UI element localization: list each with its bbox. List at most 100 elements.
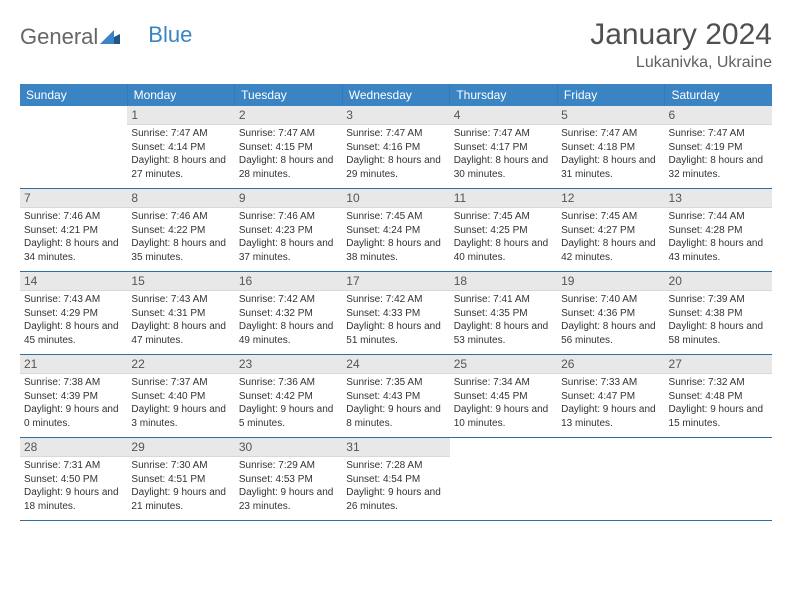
daylight-text: Daylight: 8 hours and 34 minutes. — [24, 237, 123, 264]
day-cell — [665, 438, 772, 520]
weekday-header-cell: Wednesday — [343, 84, 451, 106]
day-cell: 7Sunrise: 7:46 AMSunset: 4:21 PMDaylight… — [20, 189, 127, 271]
day-number: 24 — [342, 355, 449, 374]
daylight-text: Daylight: 8 hours and 42 minutes. — [561, 237, 660, 264]
day-number-empty — [665, 438, 772, 456]
day-number: 10 — [342, 189, 449, 208]
day-body: Sunrise: 7:45 AMSunset: 4:27 PMDaylight:… — [557, 208, 664, 268]
sunrise-text: Sunrise: 7:43 AM — [131, 293, 230, 307]
day-number: 12 — [557, 189, 664, 208]
day-number: 28 — [20, 438, 127, 457]
day-number: 22 — [127, 355, 234, 374]
weekday-header-cell: Saturday — [665, 84, 772, 106]
day-cell: 4Sunrise: 7:47 AMSunset: 4:17 PMDaylight… — [450, 106, 557, 188]
weekday-header-cell: Sunday — [20, 84, 128, 106]
day-number: 17 — [342, 272, 449, 291]
day-number-empty — [557, 438, 664, 456]
week-row: 1Sunrise: 7:47 AMSunset: 4:14 PMDaylight… — [20, 106, 772, 189]
daylight-text: Daylight: 9 hours and 26 minutes. — [346, 486, 445, 513]
logo-triangle-icon — [100, 24, 120, 50]
sunrise-text: Sunrise: 7:40 AM — [561, 293, 660, 307]
sunrise-text: Sunrise: 7:34 AM — [454, 376, 553, 390]
day-cell: 30Sunrise: 7:29 AMSunset: 4:53 PMDayligh… — [235, 438, 342, 520]
weeks-container: 1Sunrise: 7:47 AMSunset: 4:14 PMDaylight… — [20, 106, 772, 521]
day-cell: 17Sunrise: 7:42 AMSunset: 4:33 PMDayligh… — [342, 272, 449, 354]
sunset-text: Sunset: 4:35 PM — [454, 307, 553, 321]
day-cell: 28Sunrise: 7:31 AMSunset: 4:50 PMDayligh… — [20, 438, 127, 520]
daylight-text: Daylight: 9 hours and 10 minutes. — [454, 403, 553, 430]
day-number: 29 — [127, 438, 234, 457]
logo: General Blue — [20, 24, 192, 50]
day-cell: 1Sunrise: 7:47 AMSunset: 4:14 PMDaylight… — [127, 106, 234, 188]
day-number: 3 — [342, 106, 449, 125]
title-block: January 2024 Lukanivka, Ukraine — [590, 18, 772, 72]
sunset-text: Sunset: 4:32 PM — [239, 307, 338, 321]
sunrise-text: Sunrise: 7:33 AM — [561, 376, 660, 390]
sunrise-text: Sunrise: 7:36 AM — [239, 376, 338, 390]
sunrise-text: Sunrise: 7:31 AM — [24, 459, 123, 473]
day-cell: 2Sunrise: 7:47 AMSunset: 4:15 PMDaylight… — [235, 106, 342, 188]
sunset-text: Sunset: 4:54 PM — [346, 473, 445, 487]
sunset-text: Sunset: 4:36 PM — [561, 307, 660, 321]
sunset-text: Sunset: 4:40 PM — [131, 390, 230, 404]
day-body: Sunrise: 7:42 AMSunset: 4:33 PMDaylight:… — [342, 291, 449, 351]
day-cell: 9Sunrise: 7:46 AMSunset: 4:23 PMDaylight… — [235, 189, 342, 271]
sunrise-text: Sunrise: 7:38 AM — [24, 376, 123, 390]
sunrise-text: Sunrise: 7:47 AM — [131, 127, 230, 141]
sunset-text: Sunset: 4:18 PM — [561, 141, 660, 155]
sunrise-text: Sunrise: 7:32 AM — [669, 376, 768, 390]
day-body: Sunrise: 7:42 AMSunset: 4:32 PMDaylight:… — [235, 291, 342, 351]
day-number: 30 — [235, 438, 342, 457]
daylight-text: Daylight: 8 hours and 53 minutes. — [454, 320, 553, 347]
day-cell — [20, 106, 127, 188]
daylight-text: Daylight: 8 hours and 37 minutes. — [239, 237, 338, 264]
day-number: 20 — [665, 272, 772, 291]
sunrise-text: Sunrise: 7:41 AM — [454, 293, 553, 307]
day-body: Sunrise: 7:47 AMSunset: 4:18 PMDaylight:… — [557, 125, 664, 185]
day-body: Sunrise: 7:41 AMSunset: 4:35 PMDaylight:… — [450, 291, 557, 351]
day-body: Sunrise: 7:46 AMSunset: 4:21 PMDaylight:… — [20, 208, 127, 268]
day-cell: 10Sunrise: 7:45 AMSunset: 4:24 PMDayligh… — [342, 189, 449, 271]
daylight-text: Daylight: 8 hours and 29 minutes. — [346, 154, 445, 181]
day-number: 27 — [665, 355, 772, 374]
day-number: 7 — [20, 189, 127, 208]
daylight-text: Daylight: 8 hours and 45 minutes. — [24, 320, 123, 347]
sunrise-text: Sunrise: 7:45 AM — [346, 210, 445, 224]
sunset-text: Sunset: 4:53 PM — [239, 473, 338, 487]
daylight-text: Daylight: 8 hours and 58 minutes. — [669, 320, 768, 347]
daylight-text: Daylight: 8 hours and 56 minutes. — [561, 320, 660, 347]
day-number: 21 — [20, 355, 127, 374]
day-number-empty — [450, 438, 557, 456]
day-number: 19 — [557, 272, 664, 291]
day-number: 11 — [450, 189, 557, 208]
sunrise-text: Sunrise: 7:35 AM — [346, 376, 445, 390]
day-number: 23 — [235, 355, 342, 374]
daylight-text: Daylight: 9 hours and 3 minutes. — [131, 403, 230, 430]
day-body: Sunrise: 7:47 AMSunset: 4:19 PMDaylight:… — [665, 125, 772, 185]
sunset-text: Sunset: 4:48 PM — [669, 390, 768, 404]
sunset-text: Sunset: 4:42 PM — [239, 390, 338, 404]
day-number: 8 — [127, 189, 234, 208]
sunset-text: Sunset: 4:19 PM — [669, 141, 768, 155]
day-number: 31 — [342, 438, 449, 457]
day-number: 14 — [20, 272, 127, 291]
daylight-text: Daylight: 8 hours and 38 minutes. — [346, 237, 445, 264]
day-body: Sunrise: 7:47 AMSunset: 4:16 PMDaylight:… — [342, 125, 449, 185]
weekday-header-cell: Thursday — [450, 84, 558, 106]
weekday-header-cell: Monday — [128, 84, 236, 106]
day-number-empty — [20, 106, 127, 124]
week-row: 14Sunrise: 7:43 AMSunset: 4:29 PMDayligh… — [20, 272, 772, 355]
day-body: Sunrise: 7:47 AMSunset: 4:15 PMDaylight:… — [235, 125, 342, 185]
week-row: 21Sunrise: 7:38 AMSunset: 4:39 PMDayligh… — [20, 355, 772, 438]
day-body: Sunrise: 7:29 AMSunset: 4:53 PMDaylight:… — [235, 457, 342, 517]
day-cell: 6Sunrise: 7:47 AMSunset: 4:19 PMDaylight… — [665, 106, 772, 188]
logo-text-blue: Blue — [148, 22, 192, 48]
sunrise-text: Sunrise: 7:29 AM — [239, 459, 338, 473]
daylight-text: Daylight: 8 hours and 30 minutes. — [454, 154, 553, 181]
location-label: Lukanivka, Ukraine — [590, 54, 772, 72]
daylight-text: Daylight: 9 hours and 13 minutes. — [561, 403, 660, 430]
sunset-text: Sunset: 4:47 PM — [561, 390, 660, 404]
daylight-text: Daylight: 8 hours and 27 minutes. — [131, 154, 230, 181]
sunrise-text: Sunrise: 7:42 AM — [239, 293, 338, 307]
sunrise-text: Sunrise: 7:47 AM — [669, 127, 768, 141]
